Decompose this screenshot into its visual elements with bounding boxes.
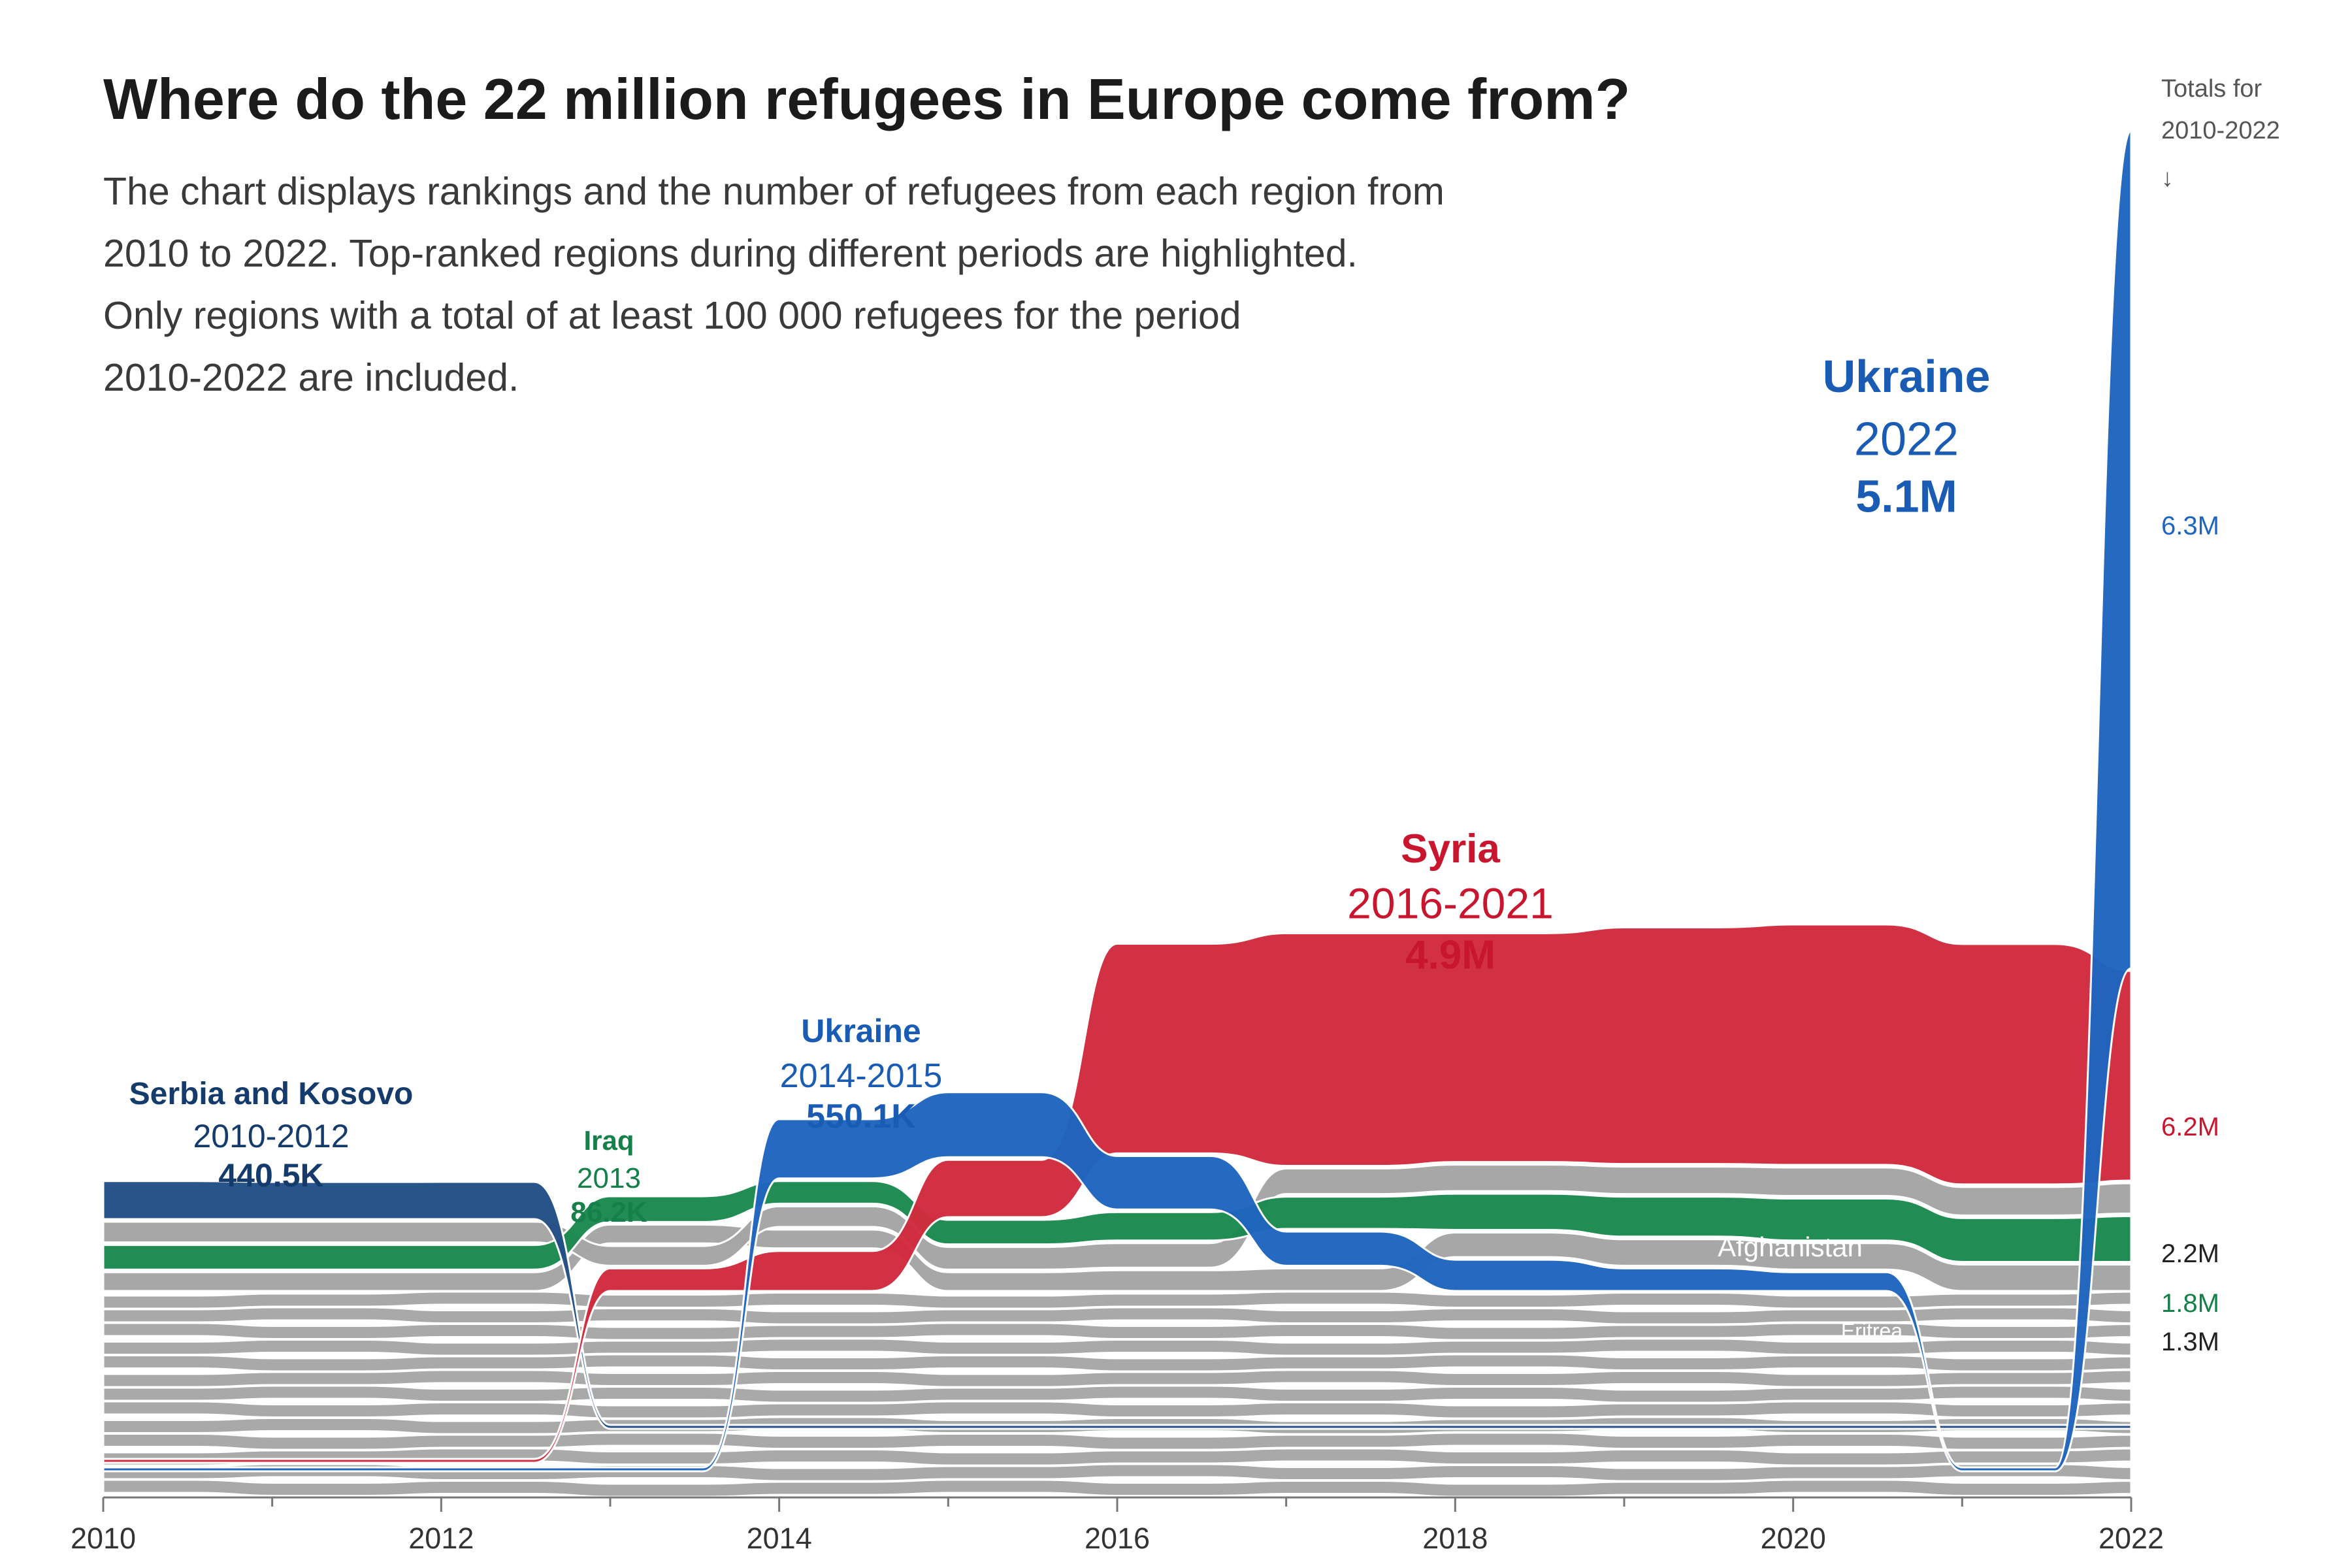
highlight-period: 2022 (1854, 414, 1959, 466)
highlight-name: Serbia and Kosovo (129, 1077, 414, 1111)
series-band-ukraine (102, 129, 2132, 1473)
grey-region-band (102, 1384, 2132, 1404)
stream-layer (102, 129, 2132, 1498)
grey-region-band (102, 1478, 2132, 1498)
highlight-period: 2010-2012 (193, 1118, 349, 1154)
highlight-name: Ukraine (801, 1013, 921, 1049)
x-tick-label: 2022 (2099, 1522, 2164, 1555)
highlight-period: 2013 (577, 1162, 641, 1194)
highlight-value: 5.1M (1855, 470, 1957, 521)
x-tick-label: 2010 (71, 1522, 136, 1555)
totals-header-line: 2010-2022 (2161, 117, 2280, 144)
grey-region-band (102, 1369, 2132, 1388)
highlight-value: 4.9M (1405, 932, 1495, 977)
series-band-iraq (102, 1180, 2132, 1271)
grey-region-band (102, 1431, 2132, 1451)
text-layer: Where do the 22 million refugees in Euro… (103, 67, 2280, 1356)
series-band-afghanistan (102, 1164, 2132, 1271)
highlight-value: 86.2K (570, 1196, 647, 1228)
x-tick-label: 2014 (747, 1522, 812, 1555)
grey-region-band (102, 1337, 2132, 1357)
inline-series-label: Eritrea (1841, 1319, 1903, 1343)
grey-region-band (102, 1290, 2132, 1310)
totals-header-line: Totals for (2161, 75, 2262, 103)
series-band-serbia-and-kosovo (102, 1180, 2132, 1430)
series-total-label: 6.3M (2161, 512, 2219, 540)
highlight-value: 550.1K (806, 1098, 916, 1135)
series-band-eritrea (102, 1223, 2132, 1292)
chart-subtitle-line: Only regions with a total of at least 10… (103, 294, 1241, 337)
series-total-label: 6.2M (2161, 1113, 2219, 1141)
chart-title: Where do the 22 million refugees in Euro… (103, 67, 1630, 131)
chart-subtitle-line: 2010-2022 are included. (103, 356, 519, 399)
highlight-name: Ukraine (1823, 351, 1991, 402)
chart-subtitle-line: The chart displays rankings and the numb… (103, 170, 1445, 213)
x-tick-label: 2016 (1085, 1522, 1150, 1555)
highlight-value: 440.5K (218, 1157, 323, 1194)
grey-region-band (102, 1353, 2132, 1373)
grey-region-band (102, 1400, 2132, 1420)
x-tick-label: 2020 (1761, 1522, 1826, 1555)
grey-region-band (102, 1322, 2132, 1341)
highlight-name: Syria (1401, 826, 1500, 872)
x-tick-label: 2012 (408, 1522, 474, 1555)
series-total-label: 1.8M (2161, 1289, 2219, 1318)
totals-header-line: ↓ (2161, 165, 2174, 192)
inline-series-label: Afghanistan (1718, 1232, 1863, 1262)
x-axis: 2010 2012 2014 2016 2018 2020 2022 (71, 1496, 2164, 1555)
highlight-period: 2014-2015 (780, 1057, 943, 1095)
series-total-label: 1.3M (2161, 1328, 2219, 1356)
highlight-name: Iraq (583, 1125, 634, 1156)
x-tick-label: 2018 (1422, 1522, 1488, 1555)
highlight-period: 2016-2021 (1347, 879, 1554, 928)
chart-subtitle-line: 2010 to 2022. Top-ranked regions during … (103, 232, 1358, 275)
series-total-label: 2.2M (2161, 1239, 2219, 1268)
grey-region-band (102, 1306, 2132, 1326)
